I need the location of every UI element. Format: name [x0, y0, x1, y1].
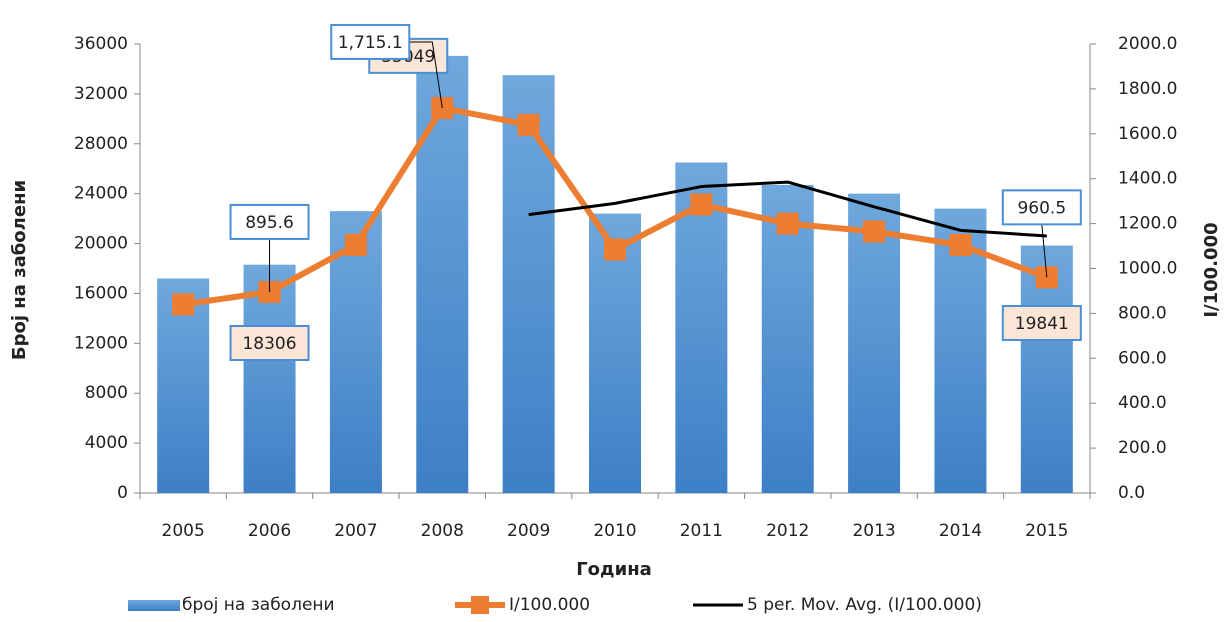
- y-tick-label: 28000: [74, 134, 128, 154]
- x-tick-label: 2010: [593, 521, 636, 541]
- y-tick-label: 16000: [74, 283, 128, 303]
- y2-tick-label: 600.0: [1118, 348, 1167, 368]
- data-label: 1,715.1: [338, 33, 403, 53]
- x-tick-label: 2012: [766, 521, 809, 541]
- data-label-box: [229, 203, 310, 240]
- data-label: 18306: [242, 334, 296, 354]
- marker: [172, 293, 195, 316]
- marker: [604, 238, 626, 261]
- marker: [517, 113, 540, 136]
- marker: [949, 233, 972, 256]
- y-tick-label: 24000: [74, 184, 128, 204]
- y2-axis-title: I/100.000: [1201, 222, 1222, 317]
- y-axis-title: Број на заболени: [9, 180, 30, 360]
- bar: [329, 211, 382, 493]
- data-label: 960.5: [1017, 198, 1066, 218]
- data-label: 895.6: [245, 213, 294, 233]
- bar: [761, 184, 814, 494]
- marker: [776, 212, 799, 235]
- bar: [502, 75, 555, 494]
- y-tick-label: 32000: [74, 84, 128, 104]
- y-tick-label: 20000: [74, 234, 128, 254]
- x-tick-label: 2006: [248, 521, 291, 541]
- x-tick-label: 2005: [162, 521, 205, 541]
- y2-tick-label: 1000.0: [1118, 259, 1177, 279]
- x-tick-label: 2008: [421, 521, 464, 541]
- y2-tick-label: 2000.0: [1118, 34, 1177, 54]
- data-label: 19841: [1015, 314, 1069, 334]
- legend-label: 5 per. Mov. Avg. (I/100.000): [747, 595, 982, 615]
- y2-tick-label: 1600.0: [1118, 124, 1177, 144]
- marker: [344, 233, 367, 256]
- y-tick-label: 36000: [74, 34, 128, 54]
- y2-tick-label: 800.0: [1118, 303, 1167, 323]
- legend-label: број на заболени: [182, 595, 335, 615]
- y2-tick-label: 0.0: [1118, 483, 1145, 503]
- bar: [848, 193, 901, 493]
- leader-line: [1041, 224, 1048, 278]
- bar: [934, 208, 987, 493]
- x-axis-title: Година: [576, 559, 652, 580]
- y-tick-label: 0: [117, 483, 128, 503]
- line: [528, 180, 1047, 238]
- x-tick-label: 2013: [852, 521, 895, 541]
- y-tick-label: 4000: [85, 433, 128, 453]
- x-tick-label: 2009: [507, 521, 550, 541]
- data-label-box: [1001, 189, 1082, 226]
- legend-swatch: [128, 600, 180, 611]
- legend-marker: [471, 596, 489, 614]
- y2-tick-label: 200.0: [1118, 438, 1167, 458]
- leader-line: [409, 41, 443, 109]
- y-tick-label: 8000: [85, 383, 128, 403]
- data-label-box: [1001, 305, 1082, 341]
- data-label-box: [330, 23, 411, 60]
- y2-tick-label: 1400.0: [1118, 169, 1177, 189]
- x-tick-label: 2015: [1025, 521, 1068, 541]
- y2-tick-label: 1200.0: [1118, 214, 1177, 234]
- x-tick-label: 2014: [939, 521, 982, 541]
- legend-label: I/100.000: [509, 595, 590, 615]
- y2-tick-label: 400.0: [1118, 393, 1167, 413]
- y2-tick-label: 1800.0: [1118, 79, 1177, 99]
- marker: [863, 220, 886, 243]
- bar: [675, 162, 728, 493]
- bar: [416, 55, 469, 493]
- x-tick-label: 2007: [334, 521, 377, 541]
- data-label-box: [229, 325, 310, 361]
- y-tick-label: 12000: [74, 333, 128, 353]
- x-tick-label: 2011: [680, 521, 723, 541]
- marker: [690, 193, 713, 216]
